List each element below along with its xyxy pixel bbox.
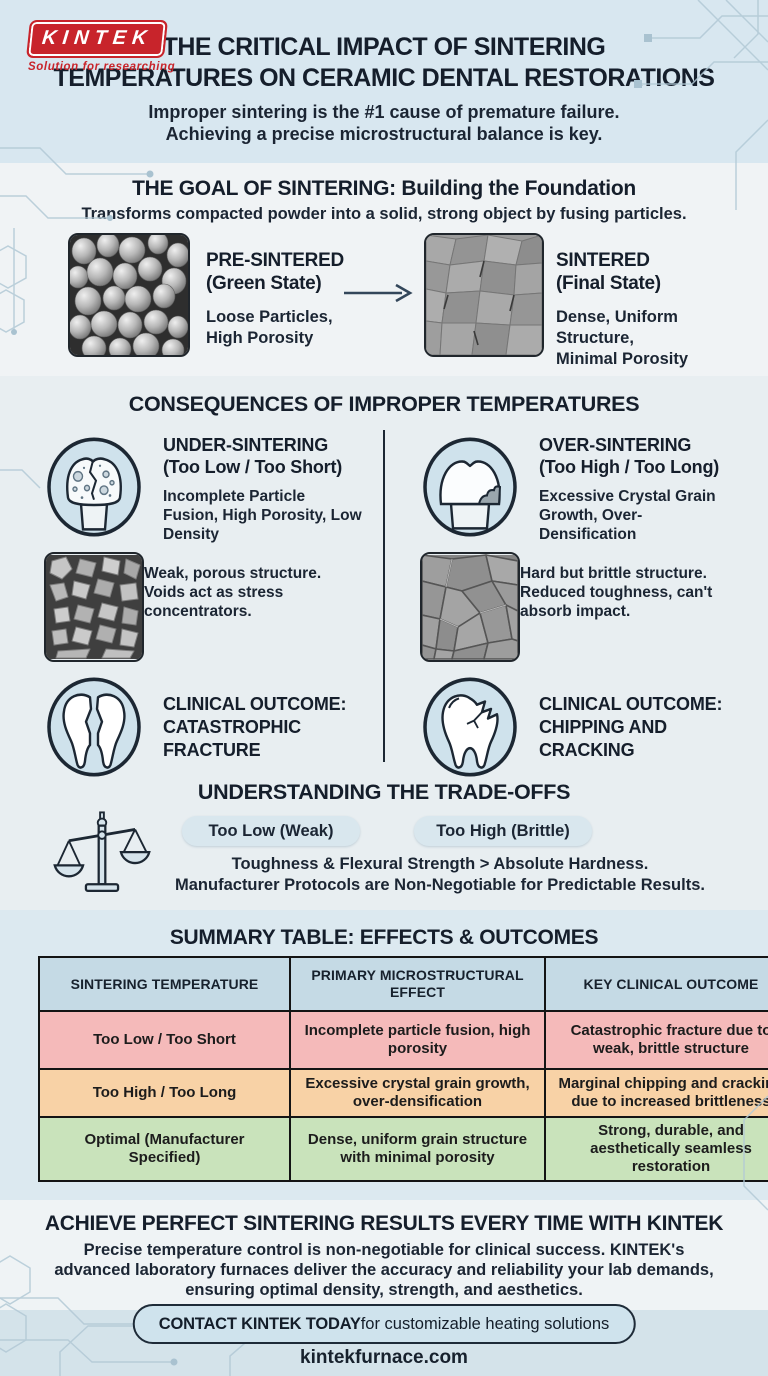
kintek-logo: KINTEK Solution for researching — [26, 20, 176, 73]
kintek-logo-text: KINTEK — [40, 27, 154, 49]
contact-button-strong: CONTACT KINTEK TODAY — [158, 1314, 361, 1333]
porous-micrograph — [44, 552, 144, 662]
trade-offs-line1: Toughness & Flexural Strength > Absolute… — [231, 855, 649, 873]
right-outcome-line1: CLINICAL OUTCOME: — [539, 693, 723, 714]
too-low-pill: Too Low (Weak) — [182, 816, 360, 846]
porous-structure-desc: Weak, porous structure. Voids act as str… — [144, 565, 322, 620]
cell-outcome: Strong, durable, and aesthetically seaml… — [544, 1116, 768, 1182]
page-subtitle-line2: Achieving a precise microstructural bala… — [165, 124, 603, 144]
summary-table: SINTERING TEMPERATURE PRIMARY MICROSTRUC… — [38, 956, 768, 1182]
pre-sintered-heading: PRE-SINTERED — [206, 250, 344, 271]
website-link[interactable]: kintekfurnace.com — [300, 1347, 468, 1368]
trade-offs-text: Toughness & Flexural Strength > Absolute… — [140, 854, 740, 896]
trade-offs-title: UNDERSTANDING THE TRADE-OFFS — [197, 780, 571, 804]
pre-sintered-desc2: High Porosity — [206, 329, 314, 347]
header-section: KINTEK Solution for researching THE CRIT… — [0, 0, 768, 163]
contact-button-rest: for customizable heating solutions — [360, 1314, 610, 1333]
summary-table-title: SUMMARY TABLE: EFFECTS & OUTCOMES — [169, 926, 599, 949]
goal-subtitle: Transforms compacted powder into a solid… — [81, 205, 687, 223]
left-outcome-line3: FRACTURE — [163, 739, 261, 760]
header-clinical-outcome: KEY CLINICAL OUTCOME — [544, 956, 768, 1012]
porous-structure-block: Weak, porous structure. Voids act as str… — [44, 552, 380, 662]
under-sintering-heading: UNDER-SINTERING — [163, 435, 329, 455]
page-subtitle-line1: Improper sintering is the #1 cause of pr… — [148, 102, 620, 122]
cell-effect: Excessive crystal grain growth, over-den… — [289, 1068, 546, 1118]
pre-sintered-desc1: Loose Particles, — [206, 308, 333, 326]
pre-sintered-state: (Green State) — [206, 273, 322, 294]
cell-effect: Incomplete particle fusion, high porosit… — [289, 1010, 546, 1070]
table-row-optimal: Optimal (Manufacturer Specified) Dense, … — [38, 1116, 768, 1182]
sintered-heading: SINTERED — [556, 250, 650, 271]
under-sintering-desc: Incomplete Particle Fusion, High Porosit… — [163, 488, 362, 543]
summary-table-section: SUMMARY TABLE: EFFECTS & OUTCOMES SINTER… — [0, 910, 768, 1200]
sintered-label: SINTERED (Final State) Dense, Uniform St… — [556, 249, 756, 370]
transform-arrow-icon — [344, 283, 413, 303]
too-high-pill: Too High (Brittle) — [414, 816, 592, 846]
over-sintering-subheading: (Too High / Too Long) — [539, 457, 720, 477]
under-sintering-subheading: (Too Low / Too Short) — [163, 457, 343, 477]
sintered-micrograph — [424, 233, 544, 357]
fractured-tooth-icon — [47, 677, 141, 777]
cell-outcome: Catastrophic fracture due to weak, britt… — [544, 1010, 768, 1070]
trade-offs-line2: Manufacturer Protocols are Non-Negotiabl… — [175, 876, 705, 894]
over-sintering-desc: Excessive Crystal Grain Growth, Over-Den… — [539, 488, 716, 543]
contact-button[interactable]: CONTACT KINTEK TODAY for customizable he… — [132, 1304, 636, 1344]
cell-temperature: Optimal (Manufacturer Specified) — [38, 1116, 291, 1182]
brittle-structure-block: Hard but brittle structure. Reduced toug… — [420, 552, 760, 662]
goal-title: THE GOAL OF SINTERING: Building the Foun… — [132, 177, 636, 200]
right-outcome-line2: CHIPPING AND — [539, 716, 667, 737]
summary-table-header-row: SINTERING TEMPERATURE PRIMARY MICROSTRUC… — [38, 956, 768, 1012]
brittle-structure-desc: Hard but brittle structure. Reduced toug… — [520, 565, 713, 620]
table-row-too-low: Too Low / Too Short Incomplete particle … — [38, 1010, 768, 1070]
sintered-desc2: Minimal Porosity — [556, 350, 689, 368]
cell-outcome: Marginal chipping and cracking due to in… — [544, 1068, 768, 1118]
over-sintering-heading: OVER-SINTERING — [539, 435, 692, 455]
over-sintering-block: OVER-SINTERING (Too High / Too Long) Exc… — [420, 434, 760, 544]
cta-body: Precise temperature control is non-negot… — [54, 1241, 714, 1299]
kintek-logo-box: KINTEK — [26, 20, 169, 58]
consequences-title: CONSEQUENCES OF IMPROPER TEMPERATURES — [128, 392, 640, 416]
pre-sintered-micrograph — [68, 233, 190, 357]
column-divider — [383, 430, 385, 762]
catastrophic-fracture-block: CLINICAL OUTCOME: CATASTROPHIC FRACTURE — [44, 674, 380, 780]
over-sintered-crown-icon — [423, 437, 517, 537]
cell-temperature: Too Low / Too Short — [38, 1010, 291, 1070]
kintek-logo-tagline: Solution for researching — [28, 61, 176, 73]
cta-title: ACHIEVE PERFECT SINTERING RESULTS EVERY … — [44, 1212, 724, 1235]
under-sintering-block: UNDER-SINTERING (Too Low / Too Short) In… — [44, 434, 380, 544]
cell-temperature: Too High / Too Long — [38, 1068, 291, 1118]
cta-section: ACHIEVE PERFECT SINTERING RESULTS EVERY … — [0, 1200, 768, 1376]
chipping-cracking-block: CLINICAL OUTCOME: CHIPPING AND CRACKING — [420, 674, 760, 780]
cell-effect: Dense, uniform grain structure with mini… — [289, 1116, 546, 1182]
grain-growth-micrograph — [420, 552, 520, 662]
cracked-tooth-icon — [423, 677, 517, 777]
pre-sintered-label: PRE-SINTERED (Green State) Loose Particl… — [206, 249, 348, 349]
balance-scale-icon — [53, 811, 151, 893]
table-row-too-high: Too High / Too Long Excessive crystal gr… — [38, 1068, 768, 1118]
left-outcome-line1: CLINICAL OUTCOME: — [163, 693, 347, 714]
consequences-section: CONSEQUENCES OF IMPROPER TEMPERATURES U — [0, 376, 768, 910]
left-outcome-line2: CATASTROPHIC — [163, 716, 301, 737]
header-sintering-temperature: SINTERING TEMPERATURE — [38, 956, 291, 1012]
goal-section: THE GOAL OF SINTERING: Building the Foun… — [0, 163, 768, 376]
sintered-state: (Final State) — [556, 273, 661, 294]
under-sintered-crown-icon — [47, 437, 141, 537]
sintered-desc1: Dense, Uniform Structure, — [556, 308, 678, 347]
page-title: THE CRITICAL IMPACT OF SINTERING TEMPERA… — [0, 0, 768, 94]
page-title-line2: TEMPERATURES ON CERAMIC DENTAL RESTORATI… — [53, 64, 715, 92]
page-title-line1: THE CRITICAL IMPACT OF SINTERING — [162, 33, 606, 61]
header-microstructural-effect: PRIMARY MICROSTRUCTURAL EFFECT — [289, 956, 546, 1012]
page-subtitle: Improper sintering is the #1 cause of pr… — [0, 101, 768, 145]
right-outcome-line3: CRACKING — [539, 739, 635, 760]
